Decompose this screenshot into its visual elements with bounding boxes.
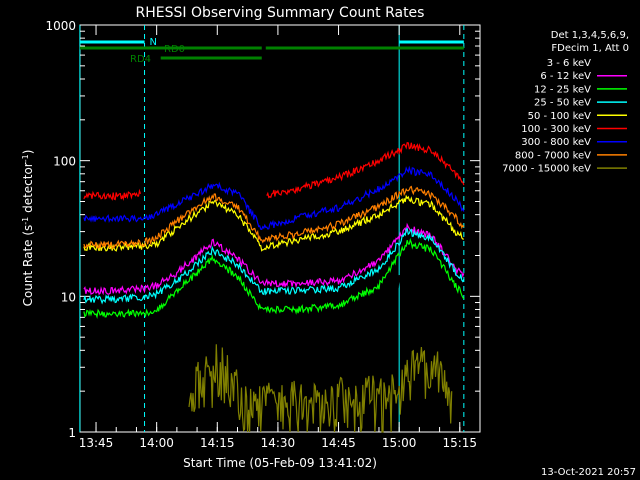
legend-header: Det 1,3,4,5,6,9, xyxy=(551,30,629,41)
y-axis-label: Count Rate (s-1 detector-1) xyxy=(21,150,36,307)
chart-title: RHESSI Observing Summary Count Rates xyxy=(136,5,425,21)
legend-label: 100 - 300 keV xyxy=(521,124,591,135)
series-line xyxy=(83,165,465,231)
night-annotation: N xyxy=(150,37,157,48)
y-tick-label: 10 xyxy=(61,290,76,304)
x-tick-label: 14:00 xyxy=(139,436,174,450)
legend-label: 50 - 100 keV xyxy=(528,111,592,122)
series-line xyxy=(83,237,465,320)
rd4-annotation: RD4 xyxy=(130,54,151,65)
series-line xyxy=(83,259,465,355)
series-line xyxy=(83,142,465,202)
series-line xyxy=(188,344,453,433)
x-tick-label: 14:15 xyxy=(200,436,235,450)
rd0-annotation: RD0 xyxy=(164,44,185,55)
x-tick-label: 14:45 xyxy=(321,436,356,450)
x-axis-label: Start Time (05-Feb-09 13:41:02) xyxy=(183,456,377,470)
legend-header: FDecim 1, Att 0 xyxy=(551,43,629,54)
x-tick-label: 13:45 xyxy=(79,436,114,450)
series-line xyxy=(83,194,464,252)
legend-label: 7000 - 15000 keV xyxy=(502,164,591,175)
x-tick-label: 15:00 xyxy=(382,436,417,450)
x-tick-label: 15:15 xyxy=(442,436,477,450)
footer-date: 13-Oct-2021 20:57 xyxy=(541,467,636,478)
plot-area: N RD0 RD4 1 10 100 1000 13:45 14:00 14:15 14:30 14:… xyxy=(45,19,481,450)
legend-label: 300 - 800 keV xyxy=(521,137,591,148)
legend-label: 6 - 12 keV xyxy=(540,71,591,82)
legend-label: 800 - 7000 keV xyxy=(515,150,591,161)
legend-label: 3 - 6 keV xyxy=(547,58,591,69)
series-line xyxy=(83,227,465,305)
y-tick-label: 1000 xyxy=(45,19,76,33)
legend-label: 12 - 25 keV xyxy=(534,84,591,95)
x-tick-label: 14:30 xyxy=(261,436,296,450)
series-line xyxy=(83,222,465,296)
legend-label: 25 - 50 keV xyxy=(534,98,591,109)
y-tick-label: 100 xyxy=(53,155,76,169)
series-line xyxy=(83,185,465,250)
y-tick-label: 1 xyxy=(68,426,76,440)
legend: Det 1,3,4,5,6,9, FDecim 1, Att 0 3 - 6 keV… xyxy=(502,30,629,175)
